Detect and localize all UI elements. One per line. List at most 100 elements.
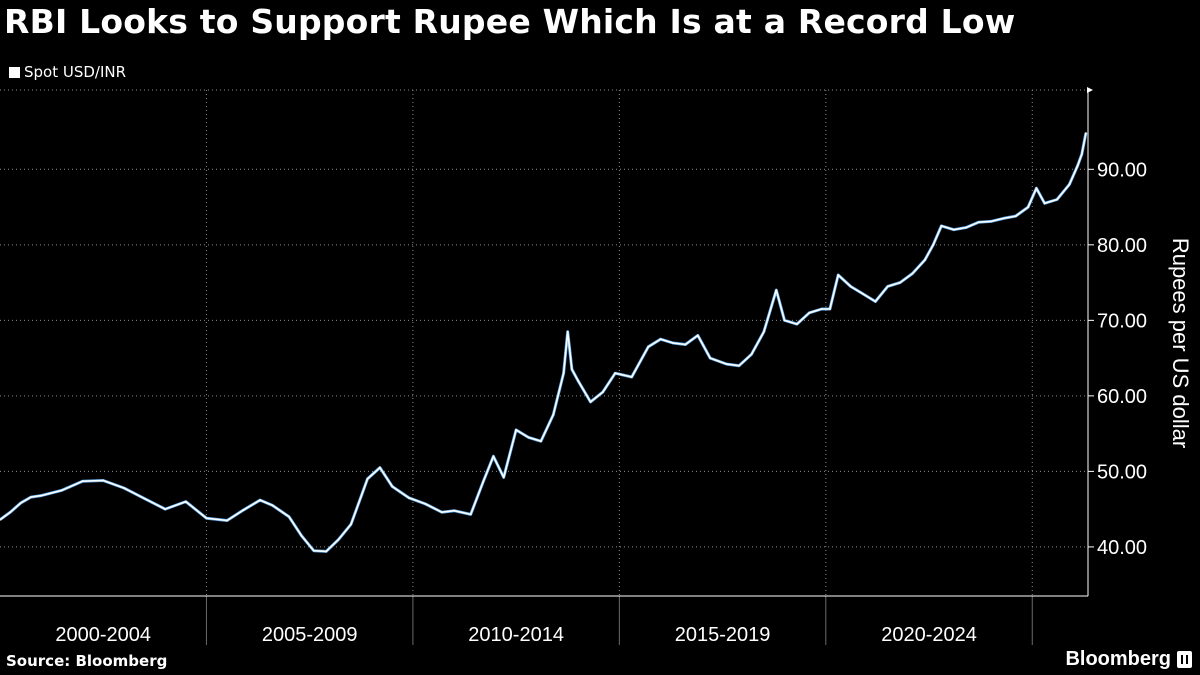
y-axis-arrow: [1087, 87, 1093, 93]
data-point: [407, 496, 410, 499]
legend-label: Spot USD/INR: [24, 63, 127, 81]
bloomberg-logo-icon: [1177, 651, 1192, 668]
x-period-label: 2015-2019: [675, 624, 771, 646]
data-point: [837, 274, 840, 276]
data-point: [540, 440, 542, 443]
data-point: [515, 429, 517, 431]
legend: Spot USD/INR: [9, 63, 126, 81]
data-point: [849, 285, 852, 288]
data-point: [81, 480, 84, 483]
data-point: [829, 308, 831, 310]
data-point: [9, 511, 12, 514]
data-point: [659, 338, 662, 341]
data-series: [0, 132, 1088, 553]
y-tick-label: 60.00: [1097, 386, 1147, 408]
data-point: [123, 487, 125, 489]
legend-swatch: [9, 66, 20, 78]
data-point: [453, 509, 456, 512]
series-line: [0, 132, 1087, 553]
data-point: [990, 220, 992, 223]
grid-lines: [0, 89, 1088, 596]
data-point: [205, 517, 208, 520]
data-point: [1076, 164, 1079, 167]
data-point: [102, 479, 105, 482]
data-point: [325, 550, 328, 553]
data-point: [1080, 153, 1083, 156]
data-point: [940, 225, 943, 227]
axes: [0, 87, 1093, 645]
data-point: [1043, 202, 1046, 205]
data-point: [932, 243, 935, 246]
data-point: [630, 376, 633, 378]
data-point: [709, 357, 712, 359]
y-tick-label: 50.00: [1097, 461, 1147, 483]
data-point: [1035, 187, 1038, 190]
series-line-shadow: [0, 132, 1088, 553]
data-point: [61, 489, 63, 492]
data-point: [226, 519, 229, 522]
data-point: [242, 509, 245, 511]
data-point: [562, 372, 565, 375]
data-point: [492, 455, 495, 458]
data-point: [0, 518, 1, 521]
data-point: [312, 549, 315, 552]
data-point: [184, 500, 187, 503]
y-tick-label: 80.00: [1097, 235, 1147, 257]
data-point: [440, 511, 443, 514]
data-point: [571, 368, 573, 371]
brand-logo: Bloomberg: [1065, 648, 1192, 671]
data-point: [977, 221, 980, 224]
data-point: [874, 300, 877, 303]
data-point: [601, 391, 604, 393]
data-point: [965, 226, 968, 229]
data-point: [886, 285, 889, 288]
data-point: [288, 515, 290, 518]
x-period-label: 2010-2014: [468, 624, 564, 646]
data-point: [750, 353, 753, 356]
data-point: [502, 476, 505, 479]
data-point: [366, 478, 369, 480]
data-point: [952, 228, 955, 231]
data-point: [1068, 183, 1071, 186]
data-point: [164, 508, 167, 510]
data-point: [911, 272, 914, 275]
data-point: [589, 401, 592, 403]
data-point: [300, 534, 303, 537]
y-axis-ticks: 40.00 50.00 60.00 70.00 80.00 90.00: [1088, 159, 1147, 559]
data-point: [647, 345, 650, 348]
data-point: [40, 494, 43, 497]
data-point: [469, 513, 472, 516]
data-point: [924, 259, 926, 261]
data-point: [552, 413, 555, 416]
data-point: [271, 504, 274, 507]
data-point: [1056, 198, 1058, 201]
data-point: [482, 481, 484, 483]
data-point: [684, 343, 687, 346]
data-point: [820, 308, 823, 310]
data-point: [808, 311, 811, 314]
data-point: [1014, 215, 1017, 218]
data-point: [391, 485, 394, 488]
data-point: [577, 379, 579, 382]
data-point: [614, 372, 617, 375]
data-point: [796, 323, 798, 325]
x-axis-period-labels: 2000-2004 2005-2009 2010-2014 2015-2019 2020…: [55, 624, 976, 646]
data-point: [424, 503, 427, 505]
data-point: [379, 466, 381, 469]
data-point: [337, 538, 340, 541]
y-tick-label: 70.00: [1097, 310, 1147, 332]
data-point: [763, 330, 765, 333]
data-point: [566, 330, 569, 333]
data-point: [696, 334, 699, 337]
data-point: [1027, 206, 1029, 209]
data-point: [725, 363, 728, 365]
data-point: [143, 497, 146, 500]
x-period-label: 2000-2004: [55, 624, 151, 646]
data-point: [738, 364, 740, 367]
y-tick-label: 90.00: [1097, 159, 1147, 181]
data-point: [672, 342, 674, 344]
data-point: [899, 281, 901, 284]
x-period-label: 2020-2024: [881, 624, 977, 646]
y-axis-label: Rupees per US dollar: [1168, 237, 1193, 449]
